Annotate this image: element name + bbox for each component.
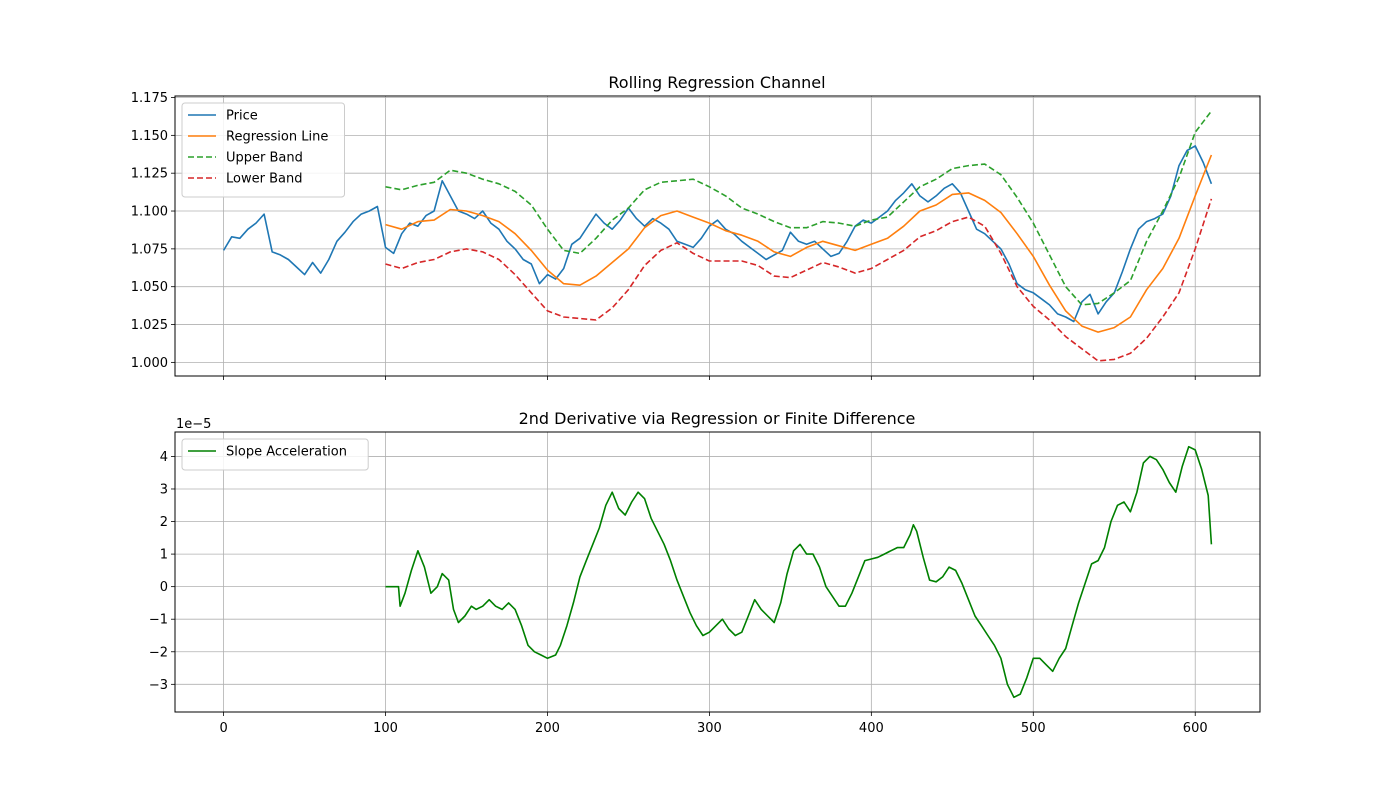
acceleration-y-tick-label: 1	[160, 548, 168, 563]
acceleration-y-tick-label: −3	[149, 678, 168, 693]
price-y-tick-label: 1.150	[131, 129, 168, 144]
price-series-regression-line	[385, 154, 1213, 333]
acceleration-panel-frame	[174, 431, 1261, 713]
acceleration-x-tick-label: 0	[219, 721, 227, 736]
acceleration-panel: 2nd Derivative via Regression or Finite …	[149, 409, 1261, 736]
price-legend-box	[181, 102, 345, 198]
acceleration-x-tick-label: 600	[1183, 721, 1208, 736]
price-series-upper-band	[385, 110, 1213, 306]
acceleration-legend-label: Slope Acceleration	[226, 445, 347, 460]
acceleration-y-tick-label: −2	[149, 645, 168, 660]
price-legend-label: Upper Band	[226, 151, 303, 166]
price-panel-ticks: 1.000 1.025 1.050 1.075 1.100 1.125 1.150 1.175	[131, 91, 1196, 380]
acceleration-x-tick-label: 500	[1021, 721, 1046, 736]
acceleration-x-tick-label: 100	[373, 721, 398, 736]
acceleration-x-tick-label: 400	[859, 721, 884, 736]
acceleration-x-tick-label: 200	[535, 721, 560, 736]
acceleration-y-tick-label: 2	[160, 515, 168, 530]
acceleration-panel-title: 2nd Derivative via Regression or Finite …	[519, 409, 916, 428]
price-y-tick-label: 1.075	[131, 242, 168, 257]
price-panel-title: Rolling Regression Channel	[608, 73, 825, 92]
acceleration-series-slope-acceleration	[385, 445, 1213, 699]
acceleration-panel-ticks: 0 100 200 300 400 500 600 −3 −2 −1 0 1 2 3 4	[149, 450, 1208, 736]
acceleration-panel-series	[385, 445, 1213, 699]
acceleration-panel-legend: Slope Acceleration	[181, 438, 369, 471]
price-legend-label: Lower Band	[226, 172, 302, 187]
acceleration-legend-box	[181, 438, 369, 471]
price-series-lower-band	[385, 198, 1213, 362]
price-panel-frame	[174, 95, 1261, 377]
price-panel: Rolling Regression Channel 1.0001.0251.0…	[131, 73, 1261, 380]
price-y-tick-label: 1.100	[131, 205, 168, 220]
price-panel-legend: Price Regression Line Upper Band Lower Band	[181, 102, 345, 198]
acceleration-y-tick-label: 4	[160, 450, 168, 465]
acceleration-x-tick-label: 300	[697, 721, 722, 736]
acceleration-y-tick-label: −1	[149, 613, 168, 628]
acceleration-y-scale-label: 1e−5	[176, 417, 211, 432]
price-series-price	[222, 145, 1213, 323]
price-y-tick-label: 1.000	[131, 356, 168, 371]
price-y-tick-label: 1.175	[131, 91, 168, 106]
price-y-tick-label: 1.025	[131, 318, 168, 333]
price-legend-label: Regression Line	[226, 130, 328, 145]
acceleration-y-tick-label: 0	[160, 580, 168, 595]
price-y-tick-label: 1.125	[131, 167, 168, 182]
price-legend-label: Price	[226, 109, 258, 124]
price-y-tick-label: 1.050	[131, 280, 168, 295]
acceleration-y-tick-label: 3	[160, 482, 168, 497]
price-panel-series	[222, 110, 1213, 362]
